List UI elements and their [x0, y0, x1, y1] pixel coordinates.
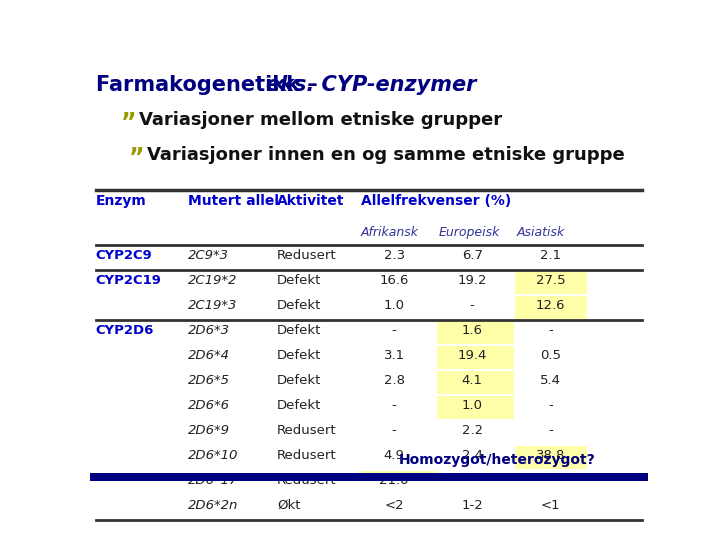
Text: 2.3: 2.3 [384, 249, 405, 262]
Text: 2.8: 2.8 [384, 374, 405, 387]
Text: Variasjoner innen en og samme etniske gruppe: Variasjoner innen en og samme etniske gr… [148, 146, 625, 164]
Text: ”: ” [121, 111, 136, 136]
Text: CYP2C19: CYP2C19 [96, 274, 161, 287]
Text: 3.1: 3.1 [384, 349, 405, 362]
Text: 27.5: 27.5 [536, 274, 565, 287]
Text: 2D6*3: 2D6*3 [188, 324, 230, 338]
Text: Mutert allel: Mutert allel [188, 194, 279, 208]
Text: Defekt: Defekt [277, 324, 321, 338]
Text: 5.4: 5.4 [540, 374, 561, 387]
Bar [516, 296, 587, 319]
Text: 16.6: 16.6 [379, 274, 409, 287]
Text: 19.2: 19.2 [457, 274, 487, 287]
Bar [516, 272, 587, 294]
Text: Homozygot/heterozygot?: Homozygot/heterozygot? [399, 453, 595, 467]
Text: 1-2: 1-2 [462, 499, 483, 512]
Text: 19.4: 19.4 [457, 349, 487, 362]
Text: 2.1: 2.1 [540, 249, 561, 262]
Text: 2D6*2n: 2D6*2n [188, 499, 238, 512]
Text: -: - [548, 399, 553, 412]
Text: 2D6*6: 2D6*6 [188, 399, 230, 412]
Text: 12.6: 12.6 [536, 299, 565, 312]
Text: 6.7: 6.7 [462, 249, 482, 262]
Bar [90, 473, 648, 481]
Bar [437, 321, 514, 344]
Text: 2C19*3: 2C19*3 [188, 299, 237, 312]
Text: 1.0: 1.0 [384, 299, 405, 312]
Text: Redusert: Redusert [277, 249, 336, 262]
Text: 0.5: 0.5 [540, 349, 561, 362]
Text: 38.8: 38.8 [536, 449, 565, 462]
Bar [437, 371, 514, 394]
Text: Defekt: Defekt [277, 274, 321, 287]
Text: -: - [470, 474, 474, 487]
Text: Defekt: Defekt [277, 374, 321, 387]
Text: <2: <2 [384, 499, 404, 512]
Text: 21.0: 21.0 [379, 474, 409, 487]
Text: Defekt: Defekt [277, 299, 321, 312]
Text: Redusert: Redusert [277, 474, 336, 487]
Bar [516, 446, 587, 469]
Text: 2D6*10: 2D6*10 [188, 449, 238, 462]
Text: Variasjoner mellom etniske grupper: Variasjoner mellom etniske grupper [139, 111, 503, 130]
Text: CYP2D6: CYP2D6 [96, 324, 154, 338]
Text: Farmakogenetikk –: Farmakogenetikk – [96, 75, 325, 95]
Text: Enzym: Enzym [96, 194, 146, 208]
Text: 1.6: 1.6 [462, 324, 482, 338]
Text: ”: ” [129, 146, 145, 170]
Text: 2D6*5: 2D6*5 [188, 374, 230, 387]
Text: -: - [548, 474, 553, 487]
Text: 2D6*9: 2D6*9 [188, 424, 230, 437]
Text: -: - [392, 424, 397, 437]
Bar [359, 471, 436, 494]
Bar [437, 396, 514, 419]
Text: 4.1: 4.1 [462, 374, 482, 387]
Text: Defekt: Defekt [277, 399, 321, 412]
Text: Asiatisk: Asiatisk [517, 226, 565, 239]
Text: 2.2: 2.2 [462, 424, 483, 437]
Text: eks. CYP-enzymer: eks. CYP-enzymer [266, 75, 476, 95]
Text: Afrikansk: Afrikansk [361, 226, 418, 239]
Text: Redusert: Redusert [277, 449, 336, 462]
Text: 1.0: 1.0 [462, 399, 482, 412]
Text: 2D6*17: 2D6*17 [188, 474, 238, 487]
Bar [437, 346, 514, 369]
Text: 2.4: 2.4 [462, 449, 482, 462]
Text: Økt: Økt [277, 499, 300, 512]
Text: 2D6*4: 2D6*4 [188, 349, 230, 362]
Text: <1: <1 [541, 499, 560, 512]
Text: 2C19*2: 2C19*2 [188, 274, 237, 287]
Text: -: - [392, 324, 397, 338]
Text: CYP2C9: CYP2C9 [96, 249, 153, 262]
Text: -: - [392, 399, 397, 412]
Text: Aktivitet: Aktivitet [277, 194, 344, 208]
Text: 4.9: 4.9 [384, 449, 405, 462]
Text: Allelfrekvenser (%): Allelfrekvenser (%) [361, 194, 511, 208]
Text: -: - [470, 299, 474, 312]
Text: -: - [548, 424, 553, 437]
Text: Defekt: Defekt [277, 349, 321, 362]
Text: Europeisk: Europeisk [438, 226, 500, 239]
Text: -: - [548, 324, 553, 338]
Text: Redusert: Redusert [277, 424, 336, 437]
Text: 2C9*3: 2C9*3 [188, 249, 229, 262]
